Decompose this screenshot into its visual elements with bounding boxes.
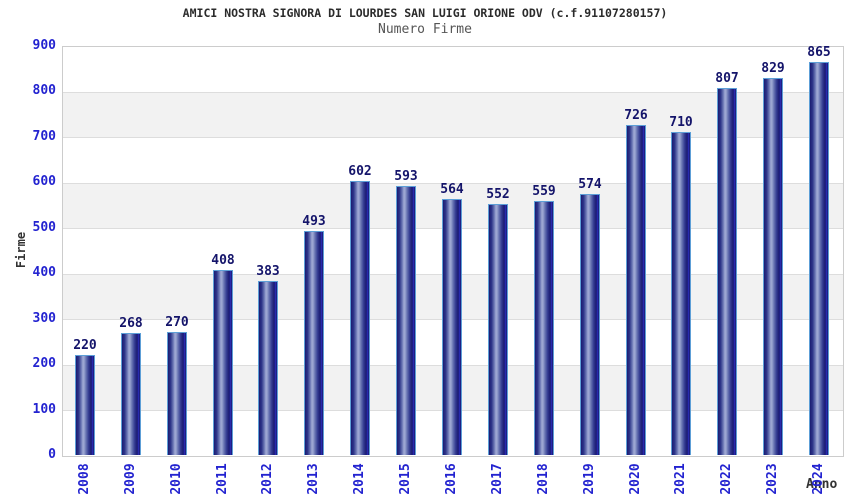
- x-tick-label: 2013: [306, 463, 321, 495]
- bar-value-label: 564: [440, 182, 464, 197]
- bar-value-label: 602: [348, 164, 372, 179]
- x-tick-label: 2020: [628, 463, 643, 495]
- bar-2011: [213, 270, 233, 455]
- x-tick-label: 2022: [719, 463, 734, 495]
- bar-value-label: 559: [532, 184, 556, 199]
- x-tick-label: 2019: [582, 463, 597, 495]
- y-tick-label: 300: [32, 310, 56, 326]
- bar-2013: [304, 231, 324, 455]
- gridline: [63, 91, 843, 93]
- bar-value-label: 493: [302, 214, 326, 229]
- chart-title: AMICI NOSTRA SIGNORA DI LOURDES SAN LUIG…: [182, 6, 668, 20]
- bar-value-label: 408: [211, 253, 235, 268]
- y-tick-label: 0: [48, 447, 56, 462]
- gridline: [63, 182, 843, 184]
- y-tick-label: 700: [32, 128, 56, 144]
- x-tick-label: 2021: [673, 463, 688, 495]
- bar-2017: [488, 204, 508, 455]
- x-tick-label: 2015: [398, 463, 413, 495]
- plot-band: [63, 47, 843, 93]
- bar-2012: [258, 281, 278, 455]
- bar-2022: [717, 88, 737, 455]
- plot-band: [63, 137, 843, 184]
- y-tick-label: 800: [32, 83, 56, 99]
- x-tick-label: 2008: [77, 463, 92, 495]
- bar-2020: [626, 125, 646, 455]
- bar-value-label: 574: [578, 177, 602, 192]
- x-tick-label: 2016: [444, 463, 459, 495]
- chart-subtitle: Numero Firme: [378, 22, 472, 37]
- x-tick-label: 2009: [123, 463, 138, 495]
- bar-value-label: 807: [715, 71, 739, 86]
- bar-2008: [75, 355, 95, 455]
- x-tick-label: 2024: [811, 463, 826, 495]
- bar-value-label: 593: [394, 169, 418, 184]
- y-tick-label: 200: [32, 356, 56, 372]
- y-tick-label: 500: [32, 219, 56, 235]
- y-tick-label: 900: [32, 38, 56, 53]
- bar-2009: [121, 333, 141, 455]
- bar-value-label: 220: [73, 338, 97, 353]
- bar-2014: [350, 181, 370, 455]
- y-tick-label: 100: [32, 401, 56, 417]
- bar-2016: [442, 199, 462, 455]
- bar-2023: [763, 78, 783, 455]
- bar-value-label: 829: [761, 61, 785, 76]
- bar-value-label: 383: [256, 264, 280, 279]
- bar-2010: [167, 332, 187, 455]
- bar-value-label: 710: [669, 115, 693, 130]
- x-tick-label: 2010: [169, 463, 184, 495]
- x-axis-label: Anno: [806, 477, 838, 492]
- x-tick-label: 2023: [765, 463, 780, 495]
- bar-2019: [580, 194, 600, 455]
- bar-value-label: 552: [486, 187, 510, 202]
- bar-2018: [534, 201, 554, 455]
- x-tick-label: 2012: [260, 463, 275, 495]
- x-tick-label: 2018: [536, 463, 551, 495]
- y-tick-label: 400: [32, 265, 56, 281]
- plot-area: [62, 46, 844, 457]
- bar-value-label: 865: [807, 45, 831, 60]
- bar-value-label: 726: [624, 108, 648, 123]
- x-tick-label: 2017: [490, 463, 505, 495]
- plot-band: [63, 92, 843, 138]
- bar-2021: [671, 132, 691, 455]
- x-tick-label: 2014: [352, 463, 367, 495]
- bar-value-label: 270: [165, 315, 189, 330]
- bar-2024: [809, 62, 829, 455]
- x-tick-label: 2011: [215, 463, 230, 495]
- y-tick-label: 600: [32, 174, 56, 190]
- bar-2015: [396, 186, 416, 455]
- gridline: [63, 137, 843, 139]
- bar-value-label: 268: [119, 316, 143, 331]
